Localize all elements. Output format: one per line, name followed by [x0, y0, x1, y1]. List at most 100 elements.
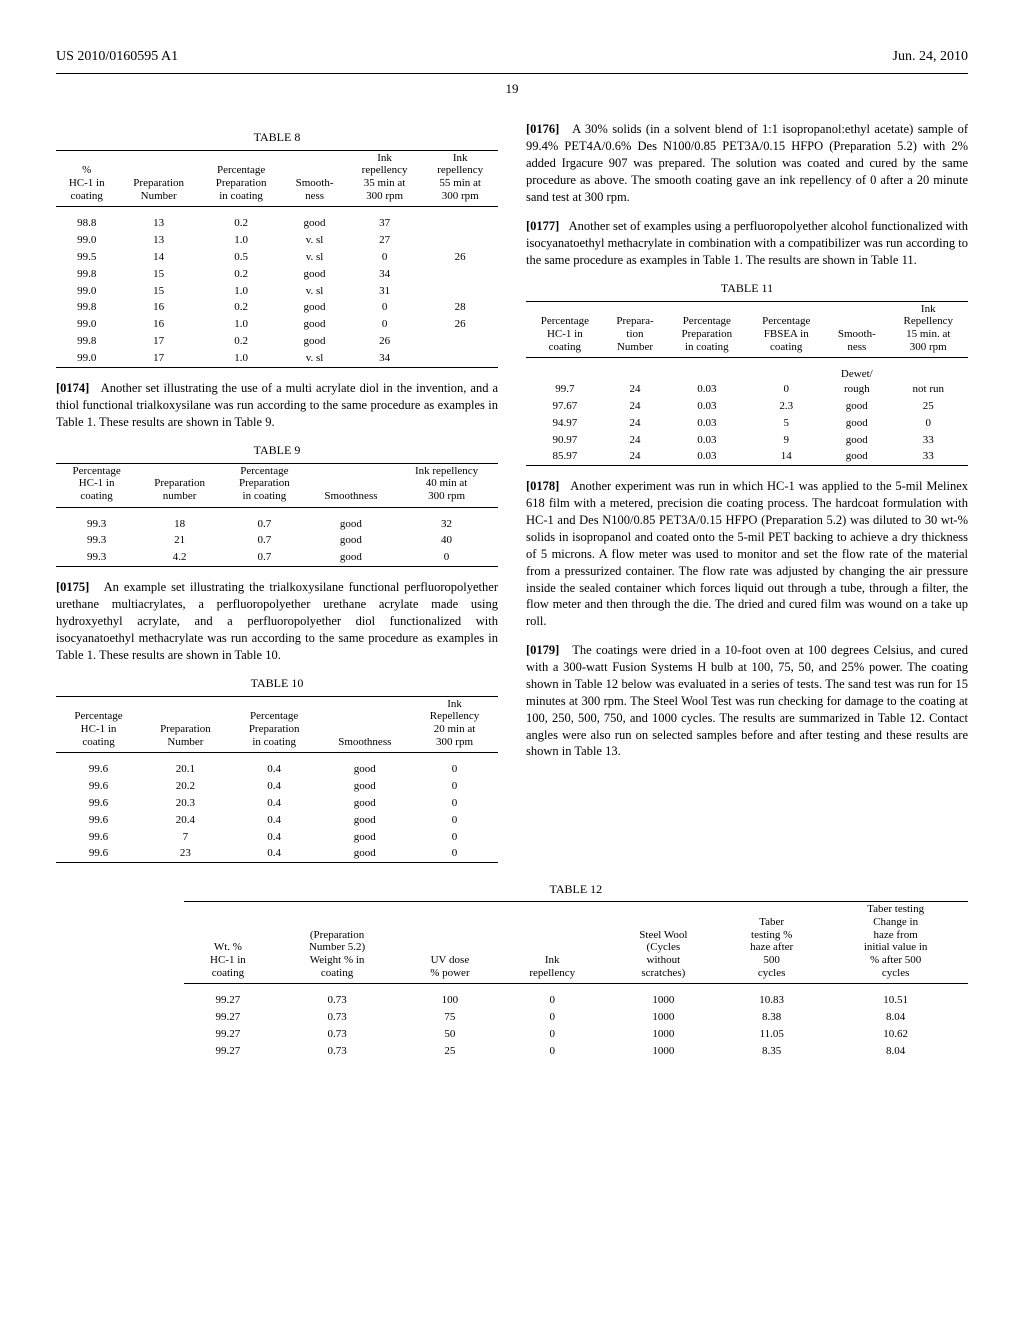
cell: 0	[411, 845, 498, 862]
para-0175: [0175] An example set illustrating the t…	[56, 579, 498, 663]
cell: 0.4	[230, 795, 319, 812]
col-header: PercentageHC-1 incoating	[526, 301, 604, 358]
cell: 0.4	[230, 829, 319, 846]
table-row: 99.3210.7good40	[56, 532, 498, 549]
table-row: 99.270.73500100011.0510.62	[184, 1026, 968, 1043]
cell: 99.27	[184, 992, 272, 1009]
col-header: Inkrepellency55 min at300 rpm	[422, 150, 498, 207]
cell: 16	[117, 316, 199, 333]
cell	[422, 232, 498, 249]
cell: 85.97	[526, 448, 604, 465]
para-num: [0176]	[526, 122, 559, 136]
cell: good	[319, 778, 412, 795]
cell: good	[307, 516, 395, 533]
cell: 1000	[607, 1043, 720, 1060]
table-row: 99.0171.0v. sl34	[56, 350, 498, 367]
col-header: InkRepellency15 min. at300 rpm	[889, 301, 968, 358]
cell: 99.6	[56, 761, 141, 778]
cell: 24	[604, 398, 667, 415]
table-row: 94.97240.035good0	[526, 415, 968, 432]
cell: 18	[137, 516, 222, 533]
cell: 37	[347, 215, 423, 232]
cell: 94.97	[526, 415, 604, 432]
table-row: 99.3180.7good32	[56, 516, 498, 533]
col-header: PercentageFBSEA incoating	[747, 301, 825, 358]
cell: 33	[889, 432, 968, 449]
cell: 14	[117, 249, 199, 266]
cell: 25	[889, 398, 968, 415]
cell: 26	[422, 249, 498, 266]
para-num: [0177]	[526, 219, 559, 233]
col-header: UV dose% power	[402, 902, 498, 984]
cell: 0	[411, 829, 498, 846]
cell: 0.2	[200, 299, 282, 316]
cell: 0.73	[272, 1009, 402, 1026]
cell: good	[825, 448, 888, 465]
cell: good	[825, 415, 888, 432]
cell: 99.0	[56, 283, 117, 300]
cell: 13	[117, 215, 199, 232]
para-0176: [0176] A 30% solids (in a solvent blend …	[526, 121, 968, 205]
table10: PercentageHC-1 incoatingPreparationNumbe…	[56, 696, 498, 864]
cell: 0	[498, 1009, 607, 1026]
cell: 32	[395, 516, 498, 533]
para-text: An example set illustrating the trialkox…	[56, 580, 498, 662]
cell: 0.2	[200, 215, 282, 232]
col-header: Taber testingChange inhaze frominitial v…	[823, 902, 968, 984]
cell: good	[282, 299, 346, 316]
cell	[422, 333, 498, 350]
cell: 10.62	[823, 1026, 968, 1043]
cell: 0.03	[666, 415, 747, 432]
table-row: 99.34.20.7good0	[56, 549, 498, 566]
cell: 34	[347, 350, 423, 367]
header-rule	[56, 73, 968, 74]
table-row: 90.97240.039good33	[526, 432, 968, 449]
cell: 20.3	[141, 795, 230, 812]
col-header: InkRepellency20 min at300 rpm	[411, 696, 498, 753]
table9-title: TABLE 9	[56, 442, 498, 458]
cell: 0	[411, 778, 498, 795]
cell: 8.35	[720, 1043, 823, 1060]
cell: 1.0	[200, 283, 282, 300]
cell: 24	[604, 448, 667, 465]
cell: good	[282, 215, 346, 232]
page-number: 19	[56, 80, 968, 98]
cell: 31	[347, 283, 423, 300]
cell: 0.03	[666, 432, 747, 449]
cell: 0.7	[222, 549, 307, 566]
cell: good	[825, 398, 888, 415]
table10-title: TABLE 10	[56, 675, 498, 691]
para-0174: [0174] Another set illustrating the use …	[56, 380, 498, 431]
cell: v. sl	[282, 350, 346, 367]
cell: 50	[402, 1026, 498, 1043]
cell: 1000	[607, 1009, 720, 1026]
cell: 26	[422, 316, 498, 333]
col-header: Prepara-tionNumber	[604, 301, 667, 358]
cell: 20.4	[141, 812, 230, 829]
table-row: 98.8130.2good37	[56, 215, 498, 232]
cell: 10.83	[720, 992, 823, 1009]
para-0178: [0178] Another experiment was run in whi…	[526, 478, 968, 630]
cell: 0	[498, 1026, 607, 1043]
col-header: PercentagePreparationin coating	[666, 301, 747, 358]
table11-title: TABLE 11	[526, 280, 968, 296]
cell	[422, 283, 498, 300]
cell: 1.0	[200, 316, 282, 333]
table-row: 99.8170.2good26	[56, 333, 498, 350]
cell: 1000	[607, 1026, 720, 1043]
col-header: PercentageHC-1 incoating	[56, 463, 137, 507]
col-header: Steel Wool(Cycleswithoutscratches)	[607, 902, 720, 984]
cell: 99.6	[56, 812, 141, 829]
cell: 0	[347, 299, 423, 316]
cell: 1.0	[200, 232, 282, 249]
cell: 34	[347, 266, 423, 283]
cell: Dewet/rough	[825, 366, 888, 398]
cell: 0	[411, 795, 498, 812]
col-header: Ink repellency40 min at300 rpm	[395, 463, 498, 507]
cell: 0	[347, 249, 423, 266]
table-row: 99.0131.0v. sl27	[56, 232, 498, 249]
cell	[422, 215, 498, 232]
cell: 20.2	[141, 778, 230, 795]
cell: 99.0	[56, 316, 117, 333]
cell: 13	[117, 232, 199, 249]
